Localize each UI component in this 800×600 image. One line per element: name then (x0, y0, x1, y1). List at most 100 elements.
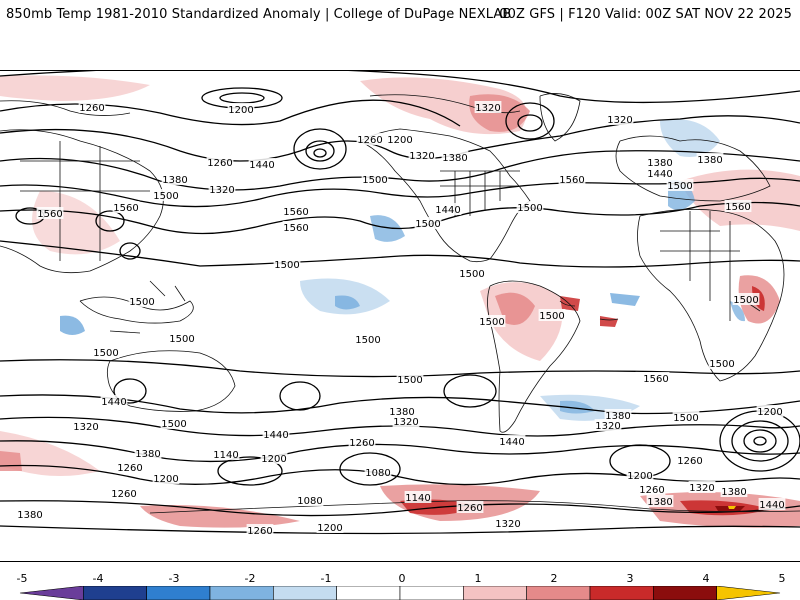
contour-label: 1500 (362, 175, 387, 186)
contour-label: 1200 (153, 474, 178, 485)
contour-label: 1440 (759, 500, 784, 511)
contour-label: 1200 (317, 523, 342, 534)
contour-label-bg (112, 201, 140, 213)
contour-label: 1380 (605, 411, 630, 422)
contour-label: 1140 (213, 450, 238, 461)
contour-label: 1320 (475, 103, 500, 114)
contour-label: 1500 (169, 334, 194, 345)
contour-label: 1200 (228, 105, 253, 116)
contour-label: 1500 (274, 260, 299, 271)
contour-label: 1320 (495, 519, 520, 530)
contour-label-bg (168, 332, 196, 344)
contour-label-bg (316, 521, 344, 533)
contour-label: 1260 (357, 135, 382, 146)
contour-label-bg (282, 221, 310, 233)
contour-label-bg (388, 405, 416, 417)
contour-label-bg (152, 189, 180, 201)
contour-label: 1560 (113, 203, 138, 214)
contour-label-bg (638, 483, 666, 495)
contour-label-bg (646, 167, 674, 179)
contour-label: 1560 (283, 223, 308, 234)
contour-label-bg (758, 498, 786, 510)
contour-label-bg (72, 420, 100, 432)
contour-label-bg (361, 173, 389, 185)
contour-label: 1500 (667, 181, 692, 192)
contour-label-bg (262, 428, 290, 440)
contour-label-bg (404, 491, 432, 503)
contour-label: 1500 (153, 191, 178, 202)
contour-label: 1440 (435, 205, 460, 216)
contour-label-bg (356, 133, 384, 145)
contour-label: 1260 (79, 103, 104, 114)
legend-swatch (336, 586, 401, 600)
contour-label: 1500 (93, 348, 118, 359)
product-title: 850mb Temp 1981-2010 Standardized Anomal… (6, 7, 512, 22)
contour-label: 1500 (415, 219, 440, 230)
contour-label-bg (756, 405, 784, 417)
contour-label-bg (516, 201, 544, 213)
contour-label: 1080 (297, 496, 322, 507)
contour-label-bg (354, 333, 382, 345)
contour-label-bg (364, 466, 392, 478)
contour-label-bg (558, 173, 586, 185)
contour-label-bg (732, 293, 760, 305)
contour-label-bg (386, 133, 414, 145)
contour-label-bg (708, 357, 736, 369)
contour-label-bg (458, 267, 486, 279)
contour-label-bg (100, 395, 128, 407)
contour-label-bg (724, 200, 752, 212)
contour-label-bg (498, 435, 526, 447)
contour-label: 1380 (697, 155, 722, 166)
contour-label-bg (116, 461, 144, 473)
contour-label-bg (282, 205, 310, 217)
contour-label: 1320 (409, 151, 434, 162)
legend-tick-label: -5 (16, 572, 28, 585)
coastlines (0, 93, 800, 514)
contour-label: 1440 (647, 169, 672, 180)
contour-label: 1500 (709, 359, 734, 370)
legend-swatch (463, 586, 527, 600)
contour-label: 1500 (397, 375, 422, 386)
contour-label-bg (36, 207, 64, 219)
color-scale-legend: -5 -4 -3 -2 -1 0 1 2 3 4 5 (0, 572, 800, 600)
legend-swatch (19, 586, 84, 600)
model-run-info: 00Z GFS | F120 Valid: 00Z SAT NOV 22 202… (499, 7, 792, 22)
legend-tick-label: -4 (92, 572, 104, 585)
contour-label-bg (494, 517, 522, 529)
legend-swatch (209, 586, 274, 600)
contour-label-bg (606, 113, 634, 125)
legend-swatch (146, 586, 211, 600)
contour-label: 1560 (643, 374, 668, 385)
contour-label-bg (666, 179, 694, 191)
contour-label-bg (273, 258, 301, 270)
contour-label: 1080 (365, 468, 390, 479)
contour-label: 1320 (607, 115, 632, 126)
contour-label-bg (478, 315, 506, 327)
contour-label: 1500 (479, 317, 504, 328)
map-canvas: 1320 1260 1200 1200 1260 1320 1320 1320 1380 1380… (0, 71, 800, 537)
contour-label: 1500 (129, 297, 154, 308)
contour-label-bg (160, 417, 188, 429)
contour-label-bg (456, 501, 484, 513)
contour-label: 1500 (161, 419, 186, 430)
contour-label-bg (720, 485, 748, 497)
contour-label-bg (642, 372, 670, 384)
anomaly-map[interactable]: 1320 1260 1200 1200 1260 1320 1320 1320 1380 1380… (0, 70, 800, 562)
legend-swatch (399, 586, 464, 600)
contour-label: 1380 (389, 407, 414, 418)
contour-label-bg (626, 469, 654, 481)
contour-label-bg (152, 472, 180, 484)
contour-label: 1440 (263, 430, 288, 441)
contour-label-bg (92, 346, 120, 358)
legend-tick-label: 3 (626, 572, 634, 585)
contour-label: 1260 (111, 489, 136, 500)
contour-label-bg (441, 151, 469, 163)
contour-label-bg (212, 448, 240, 460)
contour-label-bg (260, 452, 288, 464)
contour-label: 1560 (725, 202, 750, 213)
contour-label-bg (246, 524, 274, 536)
contour-label: 1260 (349, 438, 374, 449)
contour-label: 1500 (459, 269, 484, 280)
contour-label-bg (414, 217, 442, 229)
contour-label-bg (696, 153, 724, 165)
